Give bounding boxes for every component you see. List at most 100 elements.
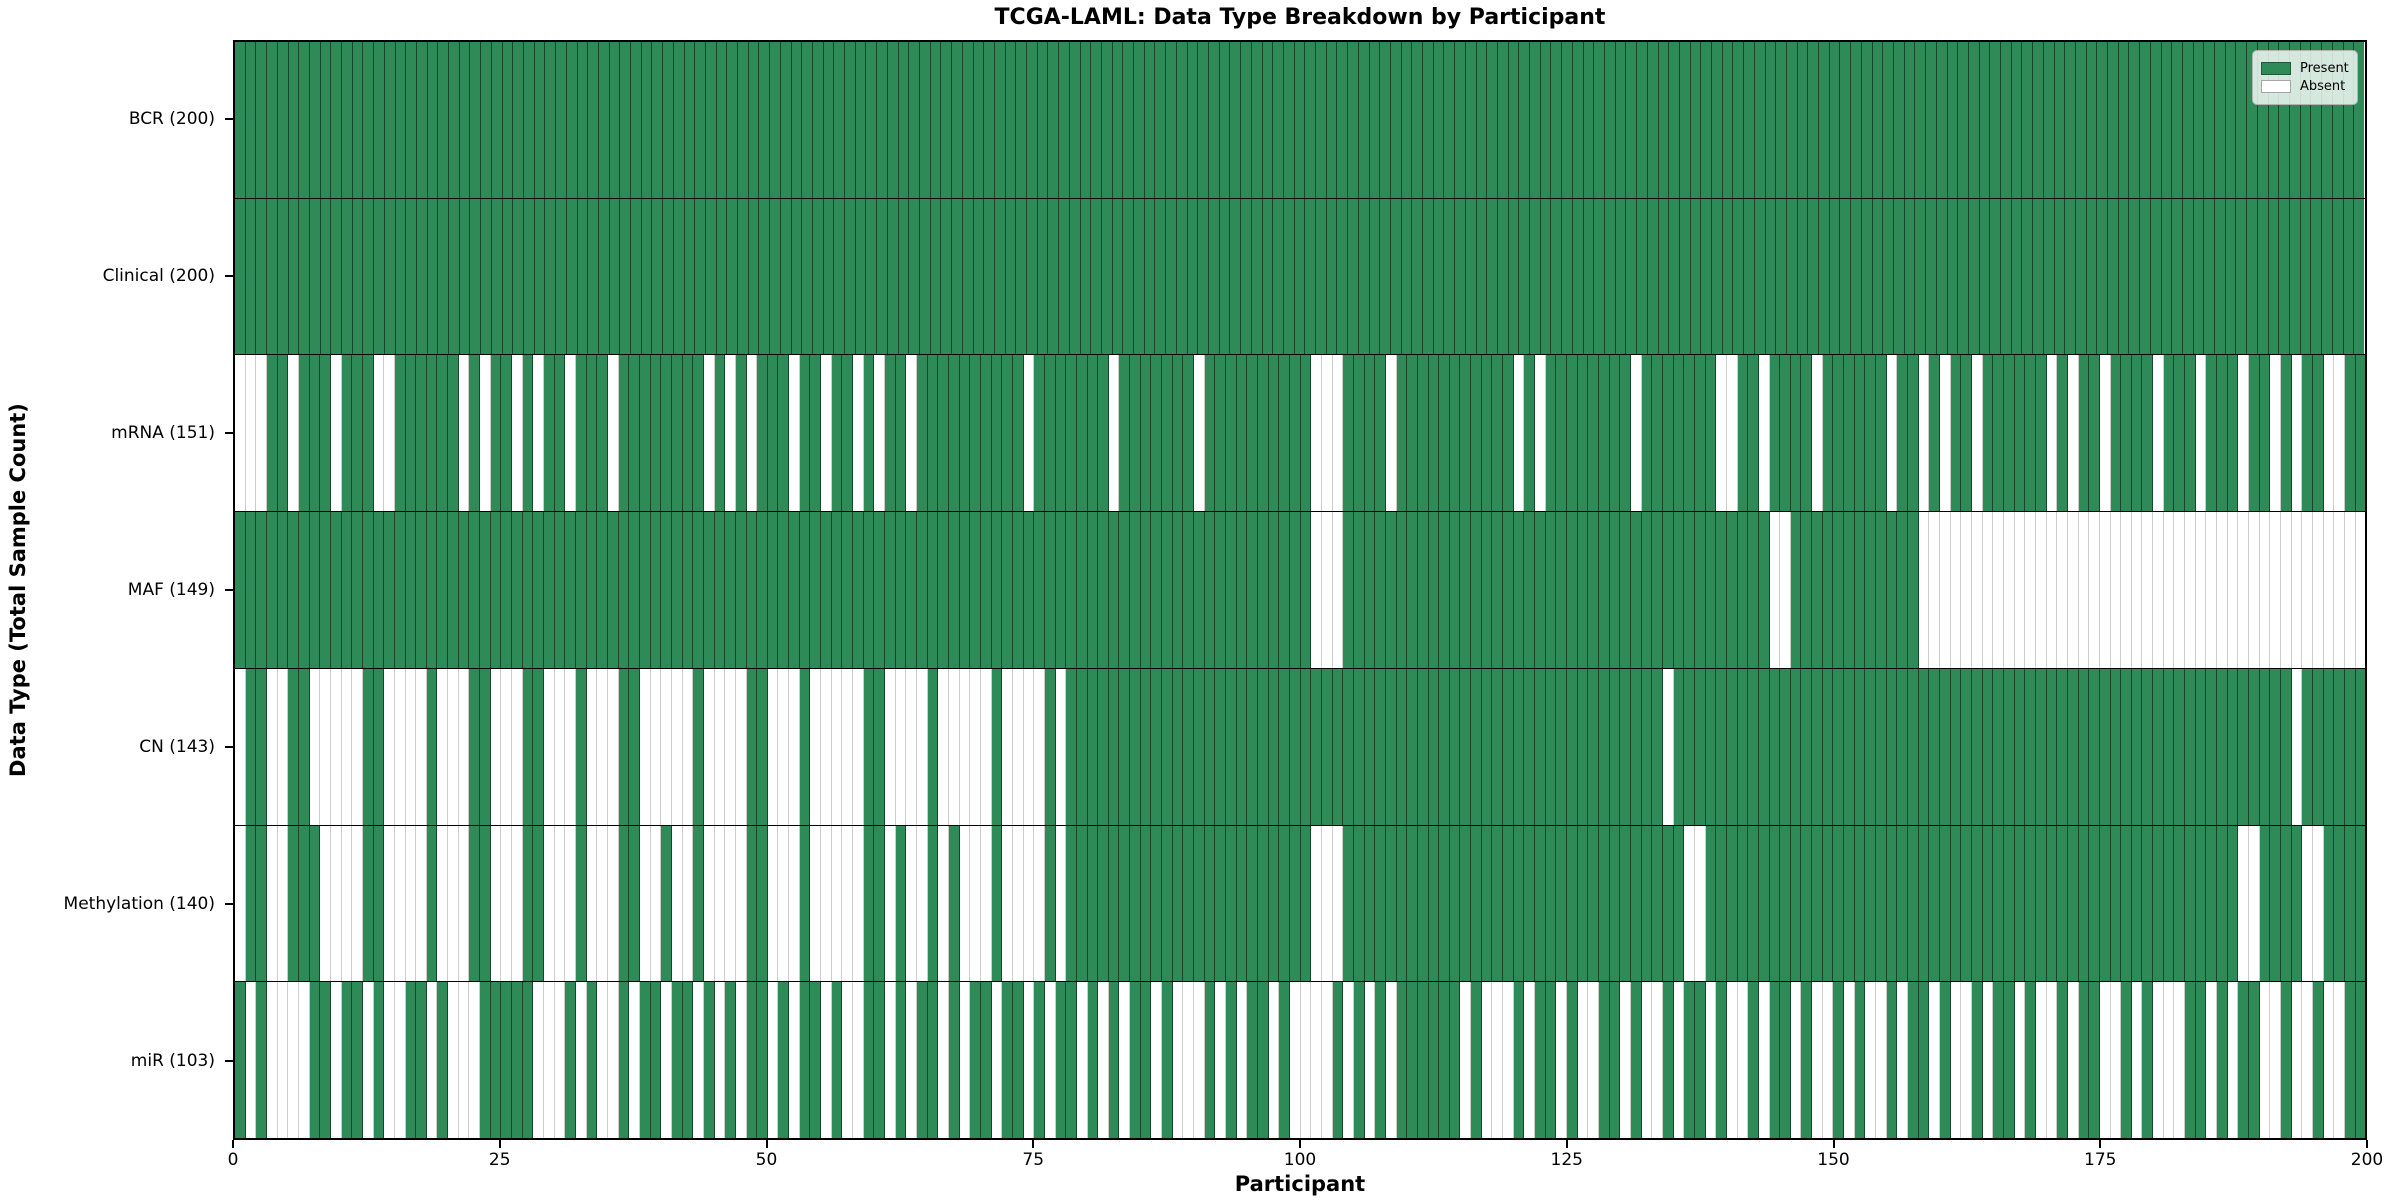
heatmap-cell [1226, 825, 1237, 982]
heatmap-cell [309, 512, 321, 668]
heatmap-cell [2302, 825, 2313, 982]
y-tick-label-CN: CN (143) [139, 737, 215, 758]
heatmap-cell [1311, 982, 1322, 1139]
heatmap-cell [512, 512, 523, 668]
heatmap-cell [2281, 668, 2292, 825]
heatmap-cell [970, 668, 981, 825]
heatmap-cell [725, 668, 736, 825]
heatmap-cell [1273, 42, 1284, 198]
heatmap-cell [1294, 42, 1306, 198]
heatmap-cell [2067, 668, 2079, 825]
heatmap-cell [362, 825, 374, 982]
heatmap-cell [1722, 198, 1734, 355]
heatmap-cell [1423, 42, 1434, 198]
heatmap-cell [682, 512, 694, 668]
heatmap-cell [1876, 668, 1887, 825]
heatmap-cell [1326, 42, 1338, 198]
heatmap-cell [1002, 982, 1013, 1139]
heatmap-cell [994, 42, 1006, 198]
heatmap-cell [1002, 512, 1013, 668]
heatmap-cell [533, 668, 545, 825]
heatmap-cell [1513, 512, 1525, 668]
heatmap-cell [2121, 355, 2132, 512]
heatmap-cell [405, 825, 417, 982]
heatmap-cell [437, 355, 449, 512]
heatmap-cell [1183, 512, 1195, 668]
heatmap-cell [767, 668, 779, 825]
heatmap-cell [1396, 355, 1408, 512]
legend-entry-present: Present [2261, 61, 2349, 76]
y-tick-label-mRNA: mRNA (151) [111, 422, 215, 443]
heatmap-cell [1801, 668, 1813, 825]
heatmap-cell [703, 668, 715, 825]
y-tick-label-BCR: BCR (200) [128, 108, 215, 129]
heatmap-cell [1982, 982, 1994, 1139]
heatmap-cell [898, 198, 910, 355]
heatmap-cell [853, 512, 864, 668]
heatmap-cell [661, 982, 672, 1139]
heatmap-cell [1865, 982, 1877, 1139]
heatmap-cell [1897, 982, 1909, 1139]
x-tick [1565, 1140, 1568, 1148]
heatmap-cell [2302, 668, 2313, 825]
heatmap-cell [1066, 355, 1077, 512]
heatmap-cell [1497, 198, 1509, 355]
heatmap-cell [1449, 825, 1461, 982]
heatmap-cell [426, 982, 438, 1139]
heatmap-cell [2343, 42, 2355, 198]
heatmap-cell [1822, 668, 1834, 825]
heatmap-cell [2355, 355, 2366, 512]
heatmap-cell [2099, 982, 2111, 1139]
heatmap-cell [853, 825, 864, 982]
heatmap-cell [1428, 825, 1440, 982]
heatmap-cell [1950, 355, 1962, 512]
heatmap-cell [2270, 512, 2281, 668]
heatmap-cell [1162, 668, 1173, 825]
heatmap-cell [1375, 668, 1386, 825]
heatmap-cell [1283, 198, 1295, 355]
heatmap-cell [1055, 825, 1067, 982]
heatmap-cell [1364, 825, 1376, 982]
heatmap-cell [1733, 198, 1745, 355]
heatmap-cell [1854, 982, 1866, 1139]
heatmap-cell [1513, 355, 1525, 512]
heatmap-cell [1358, 42, 1370, 198]
heatmap-cell [1982, 512, 1994, 668]
heatmap-cell [1144, 42, 1156, 198]
heatmap-cell [1872, 198, 1884, 355]
heatmap-cell [449, 42, 460, 198]
heatmap-cell [714, 668, 726, 825]
heatmap-cell [2054, 42, 2066, 198]
heatmap-cell [1833, 512, 1845, 668]
heatmap-cell [629, 825, 640, 982]
heatmap-cell [1087, 512, 1099, 668]
heatmap-cell [1822, 982, 1834, 1139]
heatmap-cell [2334, 982, 2345, 1139]
heatmap-cell [2227, 512, 2239, 668]
heatmap-cell [948, 982, 960, 1139]
heatmap-cell [480, 825, 491, 982]
heatmap-cell [1808, 198, 1820, 355]
heatmap-cell [1034, 825, 1045, 982]
heatmap-cell [812, 42, 824, 198]
heatmap-cell [1786, 42, 1798, 198]
heatmap-cell [1833, 355, 1845, 512]
heatmap-cell [1545, 668, 1557, 825]
heatmap-cell [1508, 198, 1520, 355]
heatmap-cell [352, 355, 363, 512]
heatmap-cell [1098, 355, 1109, 512]
heatmap-cell [1716, 355, 1727, 512]
heatmap-cell [1311, 355, 1322, 512]
heatmap-cell [501, 825, 513, 982]
heatmap-cell [427, 198, 439, 355]
heatmap-cell [2131, 982, 2143, 1139]
heatmap-cell [416, 198, 428, 355]
heatmap-cell [544, 668, 555, 825]
heatmap-cell [1289, 512, 1301, 668]
heatmap-cell [1801, 512, 1813, 668]
heatmap-cell [480, 355, 491, 512]
heatmap-cell [917, 355, 928, 512]
heatmap-cell [1353, 825, 1365, 982]
heatmap-cell [2344, 825, 2356, 982]
heatmap-cell [1311, 668, 1322, 825]
